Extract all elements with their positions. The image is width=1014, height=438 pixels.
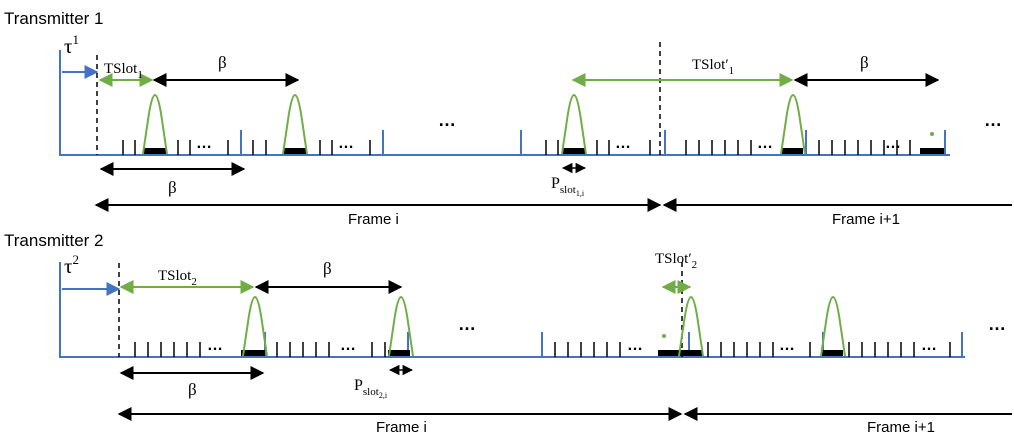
svg-text:…: … bbox=[627, 337, 643, 354]
occupied-slots-1 bbox=[144, 148, 944, 154]
pulses-2 bbox=[242, 296, 846, 357]
marker-dot-1 bbox=[930, 132, 934, 136]
beta-1-label-top: β bbox=[218, 53, 227, 72]
tslot-1-prime-label: TSlot′1 bbox=[692, 57, 734, 77]
svg-text:…: … bbox=[615, 135, 631, 152]
tslot-2-prime-label: TSlot′2 bbox=[655, 251, 697, 271]
svg-text:…: … bbox=[438, 110, 456, 130]
tau-2-label: τ2 bbox=[64, 252, 79, 278]
frame-next-label-2: Frame i+1 bbox=[867, 419, 935, 436]
frame-next-label-1: Frame i+1 bbox=[832, 211, 900, 228]
frame-boundaries-2 bbox=[264, 332, 963, 357]
pslot-2-label: Pslot2,i bbox=[354, 377, 388, 400]
frame-i-label-1: Frame i bbox=[348, 211, 399, 228]
svg-text:…: … bbox=[757, 135, 773, 152]
beta-1-label-bottom: β bbox=[168, 178, 177, 197]
svg-text:…: … bbox=[196, 135, 212, 152]
tslot-1-label: TSlot1 bbox=[104, 61, 143, 81]
slot-ticks-2 bbox=[134, 342, 951, 357]
svg-text:…: … bbox=[984, 110, 1002, 130]
svg-text:…: … bbox=[921, 337, 937, 354]
slot-ellipses-2: … … … … … … … bbox=[207, 314, 1006, 354]
svg-text:…: … bbox=[340, 337, 356, 354]
tslot-2-label: TSlot2 bbox=[158, 268, 197, 288]
svg-text:…: … bbox=[458, 314, 476, 334]
beta-2-label-bottom: β bbox=[188, 380, 197, 399]
transmitter-2-title: Transmitter 2 bbox=[4, 231, 104, 250]
marker-dot-2 bbox=[662, 334, 666, 338]
occupied-slots-2 bbox=[241, 350, 843, 356]
slot-ellipses-1: … … … … … … … bbox=[196, 110, 1002, 152]
svg-text:…: … bbox=[207, 337, 223, 354]
transmitter-1-title: Transmitter 1 bbox=[4, 9, 104, 28]
tau-1-label: τ1 bbox=[64, 32, 79, 58]
svg-text:…: … bbox=[338, 135, 354, 152]
frame-i-label-2: Frame i bbox=[376, 419, 427, 436]
pulses-1 bbox=[142, 94, 806, 155]
slot-ticks-1 bbox=[122, 140, 911, 155]
beta-2-label-top: β bbox=[323, 259, 332, 278]
pslot-1-label: Pslot1,i bbox=[551, 175, 585, 198]
frame-boundaries-1 bbox=[240, 130, 946, 155]
svg-text:…: … bbox=[988, 314, 1006, 334]
transmitter-2-timeline: Transmitter 2 τ2 bbox=[4, 231, 1012, 436]
svg-text:…: … bbox=[885, 135, 901, 152]
beta-1-prime-label: β bbox=[860, 53, 869, 72]
transmitter-1-timeline: Transmitter 1 τ1 bbox=[4, 9, 1012, 228]
svg-text:…: … bbox=[779, 337, 795, 354]
